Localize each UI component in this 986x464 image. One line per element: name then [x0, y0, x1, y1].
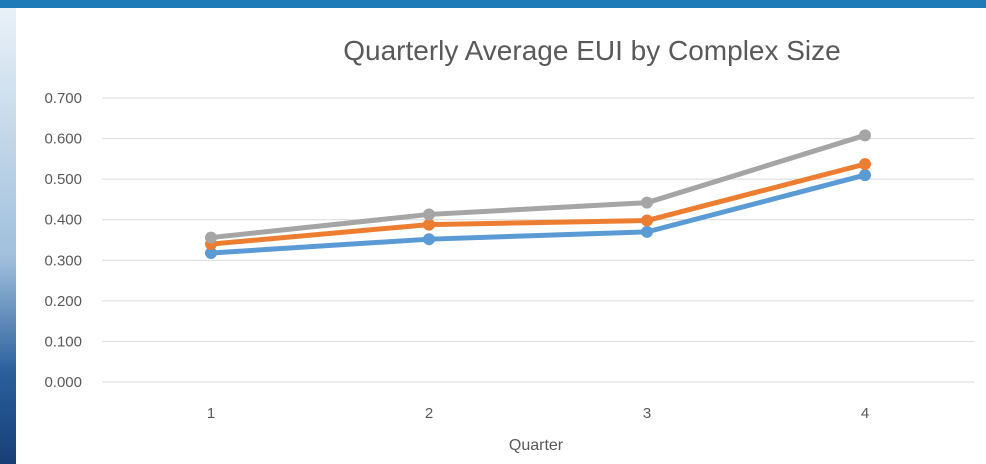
- y-tick-label: 0.100: [44, 333, 82, 350]
- x-tick-label: 4: [861, 405, 869, 422]
- y-tick-label: 0.600: [44, 131, 82, 148]
- x-tick-label: 2: [425, 405, 433, 422]
- series-line-0: [208, 172, 868, 256]
- chart-container: Quarterly Average EUI by Complex Size 0.…: [16, 8, 986, 464]
- data-point-1-3: [859, 158, 871, 171]
- x-axis-tick-labels: 1 2 3 4: [207, 405, 869, 422]
- data-point-1-2: [641, 214, 653, 227]
- data-point-0-3: [859, 169, 871, 182]
- line-chart: Quarterly Average EUI by Complex Size 0.…: [44, 35, 974, 454]
- y-tick-label: 0.400: [44, 212, 82, 229]
- x-tick-label: 3: [643, 405, 651, 422]
- y-tick-label: 0.300: [44, 252, 82, 269]
- chart-title: Quarterly Average EUI by Complex Size: [343, 35, 840, 66]
- series-lines: [205, 129, 871, 259]
- top-frame-strip: [0, 0, 986, 8]
- y-tick-label: 0.500: [44, 171, 82, 188]
- series-line-2: [208, 132, 868, 241]
- data-point-2-1: [423, 208, 435, 221]
- y-tick-label: 0.000: [44, 374, 82, 391]
- data-point-0-1: [423, 233, 435, 246]
- y-axis-tick-labels: 0.000 0.100 0.200 0.300 0.400 0.500 0.600 0.700: [44, 90, 82, 391]
- x-axis-title: Quarter: [509, 437, 564, 454]
- series-line-1: [208, 161, 868, 247]
- data-point-2-0: [205, 231, 217, 244]
- data-point-2-3: [859, 129, 871, 142]
- y-tick-label: 0.700: [44, 90, 82, 107]
- gridlines: [102, 97, 974, 383]
- series-2: [205, 129, 871, 244]
- y-tick-label: 0.200: [44, 293, 82, 310]
- series-0: [205, 169, 871, 259]
- data-point-0-2: [641, 225, 653, 238]
- data-point-0-0: [205, 246, 217, 259]
- left-frame-strip: [0, 8, 16, 464]
- data-point-2-2: [641, 196, 653, 209]
- data-point-1-1: [423, 218, 435, 231]
- x-tick-label: 1: [207, 405, 215, 422]
